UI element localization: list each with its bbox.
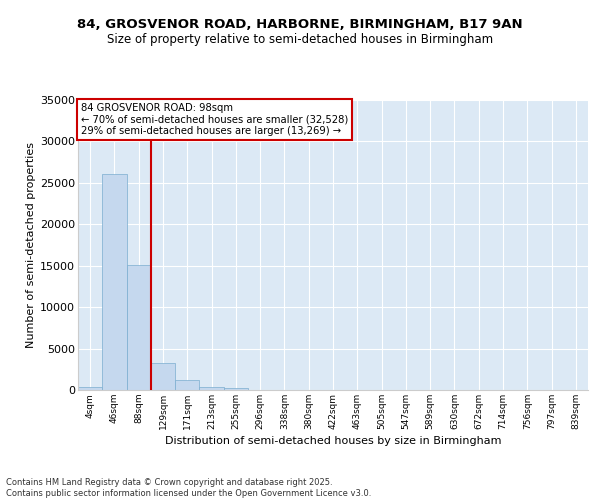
Y-axis label: Number of semi-detached properties: Number of semi-detached properties: [26, 142, 36, 348]
X-axis label: Distribution of semi-detached houses by size in Birmingham: Distribution of semi-detached houses by …: [165, 436, 501, 446]
Bar: [102, 174, 127, 390]
Text: Contains HM Land Registry data © Crown copyright and database right 2025.
Contai: Contains HM Land Registry data © Crown c…: [6, 478, 371, 498]
Bar: [175, 380, 199, 390]
Bar: [151, 363, 175, 390]
Text: 84 GROSVENOR ROAD: 98sqm
← 70% of semi-detached houses are smaller (32,528)
29% : 84 GROSVENOR ROAD: 98sqm ← 70% of semi-d…: [80, 103, 348, 136]
Text: Size of property relative to semi-detached houses in Birmingham: Size of property relative to semi-detach…: [107, 32, 493, 46]
Bar: [199, 386, 224, 390]
Bar: [78, 387, 102, 390]
Bar: [224, 388, 248, 390]
Bar: [127, 265, 151, 390]
Text: 84, GROSVENOR ROAD, HARBORNE, BIRMINGHAM, B17 9AN: 84, GROSVENOR ROAD, HARBORNE, BIRMINGHAM…: [77, 18, 523, 30]
